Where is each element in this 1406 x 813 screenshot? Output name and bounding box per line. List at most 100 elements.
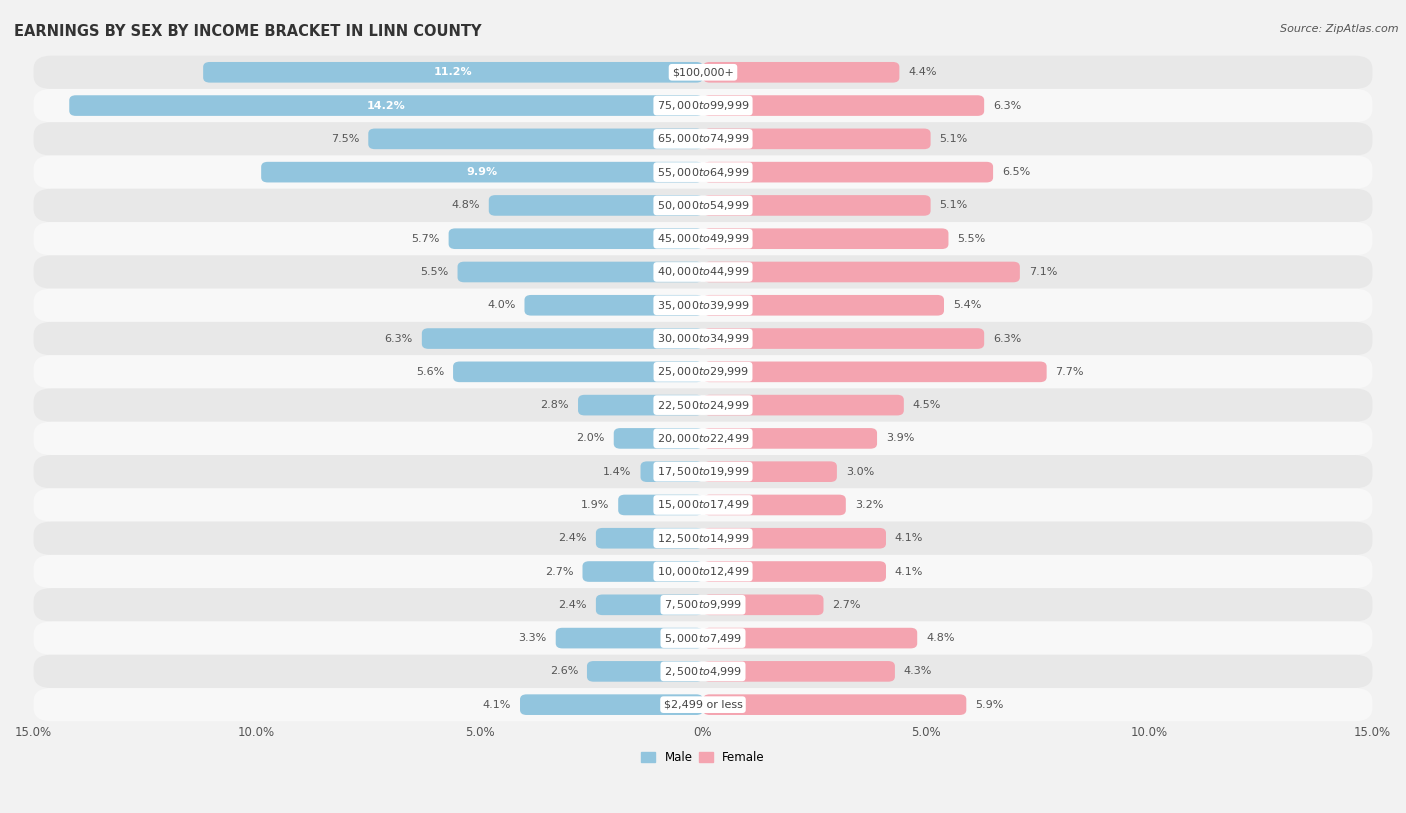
FancyBboxPatch shape — [34, 355, 1372, 389]
Text: $50,000 to $54,999: $50,000 to $54,999 — [657, 199, 749, 212]
FancyBboxPatch shape — [703, 95, 984, 116]
Text: Source: ZipAtlas.com: Source: ZipAtlas.com — [1281, 24, 1399, 34]
FancyBboxPatch shape — [34, 122, 1372, 155]
FancyBboxPatch shape — [520, 694, 703, 715]
Text: $65,000 to $74,999: $65,000 to $74,999 — [657, 133, 749, 146]
FancyBboxPatch shape — [703, 262, 1019, 282]
Text: 6.5%: 6.5% — [1002, 167, 1031, 177]
FancyBboxPatch shape — [703, 362, 1046, 382]
Text: 6.3%: 6.3% — [993, 101, 1021, 111]
Text: 4.8%: 4.8% — [451, 201, 479, 211]
FancyBboxPatch shape — [703, 295, 943, 315]
Text: 7.7%: 7.7% — [1056, 367, 1084, 377]
Text: $2,500 to $4,999: $2,500 to $4,999 — [664, 665, 742, 678]
Text: $35,000 to $39,999: $35,000 to $39,999 — [657, 298, 749, 311]
Text: $55,000 to $64,999: $55,000 to $64,999 — [657, 166, 749, 179]
Legend: Male, Female: Male, Female — [637, 746, 769, 768]
Text: 2.8%: 2.8% — [541, 400, 569, 410]
FancyBboxPatch shape — [34, 522, 1372, 555]
FancyBboxPatch shape — [703, 428, 877, 449]
Text: 7.5%: 7.5% — [330, 134, 360, 144]
Text: 4.8%: 4.8% — [927, 633, 955, 643]
Text: 2.0%: 2.0% — [576, 433, 605, 443]
Text: $22,500 to $24,999: $22,500 to $24,999 — [657, 398, 749, 411]
Text: 2.7%: 2.7% — [546, 567, 574, 576]
FancyBboxPatch shape — [34, 688, 1372, 721]
Text: 14.2%: 14.2% — [367, 101, 405, 111]
Text: 1.9%: 1.9% — [581, 500, 609, 510]
FancyBboxPatch shape — [34, 389, 1372, 422]
Text: 4.0%: 4.0% — [488, 300, 516, 311]
Text: 4.4%: 4.4% — [908, 67, 936, 77]
FancyBboxPatch shape — [703, 561, 886, 582]
FancyBboxPatch shape — [614, 428, 703, 449]
Text: 3.9%: 3.9% — [886, 433, 914, 443]
Text: 1.4%: 1.4% — [603, 467, 631, 476]
FancyBboxPatch shape — [368, 128, 703, 149]
FancyBboxPatch shape — [703, 694, 966, 715]
Text: $100,000+: $100,000+ — [672, 67, 734, 77]
Text: $2,499 or less: $2,499 or less — [664, 700, 742, 710]
FancyBboxPatch shape — [703, 528, 886, 549]
Text: $15,000 to $17,499: $15,000 to $17,499 — [657, 498, 749, 511]
FancyBboxPatch shape — [703, 128, 931, 149]
Text: $12,500 to $14,999: $12,500 to $14,999 — [657, 532, 749, 545]
FancyBboxPatch shape — [34, 621, 1372, 654]
Text: $20,000 to $22,499: $20,000 to $22,499 — [657, 432, 749, 445]
Text: 5.7%: 5.7% — [412, 233, 440, 244]
FancyBboxPatch shape — [578, 395, 703, 415]
FancyBboxPatch shape — [582, 561, 703, 582]
Text: $75,000 to $99,999: $75,000 to $99,999 — [657, 99, 749, 112]
Text: 4.1%: 4.1% — [894, 567, 924, 576]
Text: 5.5%: 5.5% — [957, 233, 986, 244]
Text: $7,500 to $9,999: $7,500 to $9,999 — [664, 598, 742, 611]
Text: $17,500 to $19,999: $17,500 to $19,999 — [657, 465, 749, 478]
FancyBboxPatch shape — [457, 262, 703, 282]
FancyBboxPatch shape — [703, 494, 846, 515]
Text: $5,000 to $7,499: $5,000 to $7,499 — [664, 632, 742, 645]
FancyBboxPatch shape — [524, 295, 703, 315]
Text: 5.1%: 5.1% — [939, 201, 967, 211]
Text: 2.4%: 2.4% — [558, 600, 586, 610]
FancyBboxPatch shape — [703, 461, 837, 482]
Text: 5.6%: 5.6% — [416, 367, 444, 377]
FancyBboxPatch shape — [34, 289, 1372, 322]
Text: 5.5%: 5.5% — [420, 267, 449, 277]
Text: 2.6%: 2.6% — [550, 667, 578, 676]
FancyBboxPatch shape — [34, 155, 1372, 189]
FancyBboxPatch shape — [619, 494, 703, 515]
Text: 6.3%: 6.3% — [385, 333, 413, 344]
FancyBboxPatch shape — [596, 528, 703, 549]
FancyBboxPatch shape — [449, 228, 703, 249]
FancyBboxPatch shape — [555, 628, 703, 649]
Text: 2.4%: 2.4% — [558, 533, 586, 543]
FancyBboxPatch shape — [703, 395, 904, 415]
FancyBboxPatch shape — [34, 222, 1372, 255]
Text: 3.2%: 3.2% — [855, 500, 883, 510]
FancyBboxPatch shape — [453, 362, 703, 382]
FancyBboxPatch shape — [703, 162, 993, 182]
Text: 4.5%: 4.5% — [912, 400, 941, 410]
FancyBboxPatch shape — [703, 628, 917, 649]
FancyBboxPatch shape — [34, 455, 1372, 489]
Text: $45,000 to $49,999: $45,000 to $49,999 — [657, 233, 749, 246]
FancyBboxPatch shape — [262, 162, 703, 182]
FancyBboxPatch shape — [703, 62, 900, 83]
Text: 3.0%: 3.0% — [846, 467, 875, 476]
Text: 5.4%: 5.4% — [953, 300, 981, 311]
FancyBboxPatch shape — [34, 588, 1372, 621]
FancyBboxPatch shape — [703, 195, 931, 215]
FancyBboxPatch shape — [34, 322, 1372, 355]
Text: 2.7%: 2.7% — [832, 600, 860, 610]
FancyBboxPatch shape — [34, 489, 1372, 522]
FancyBboxPatch shape — [34, 255, 1372, 289]
Text: 3.3%: 3.3% — [519, 633, 547, 643]
Text: $40,000 to $44,999: $40,000 to $44,999 — [657, 266, 749, 279]
FancyBboxPatch shape — [34, 654, 1372, 688]
FancyBboxPatch shape — [34, 422, 1372, 455]
Text: 5.9%: 5.9% — [976, 700, 1004, 710]
FancyBboxPatch shape — [703, 328, 984, 349]
FancyBboxPatch shape — [641, 461, 703, 482]
Text: $25,000 to $29,999: $25,000 to $29,999 — [657, 365, 749, 378]
Text: 4.1%: 4.1% — [482, 700, 512, 710]
